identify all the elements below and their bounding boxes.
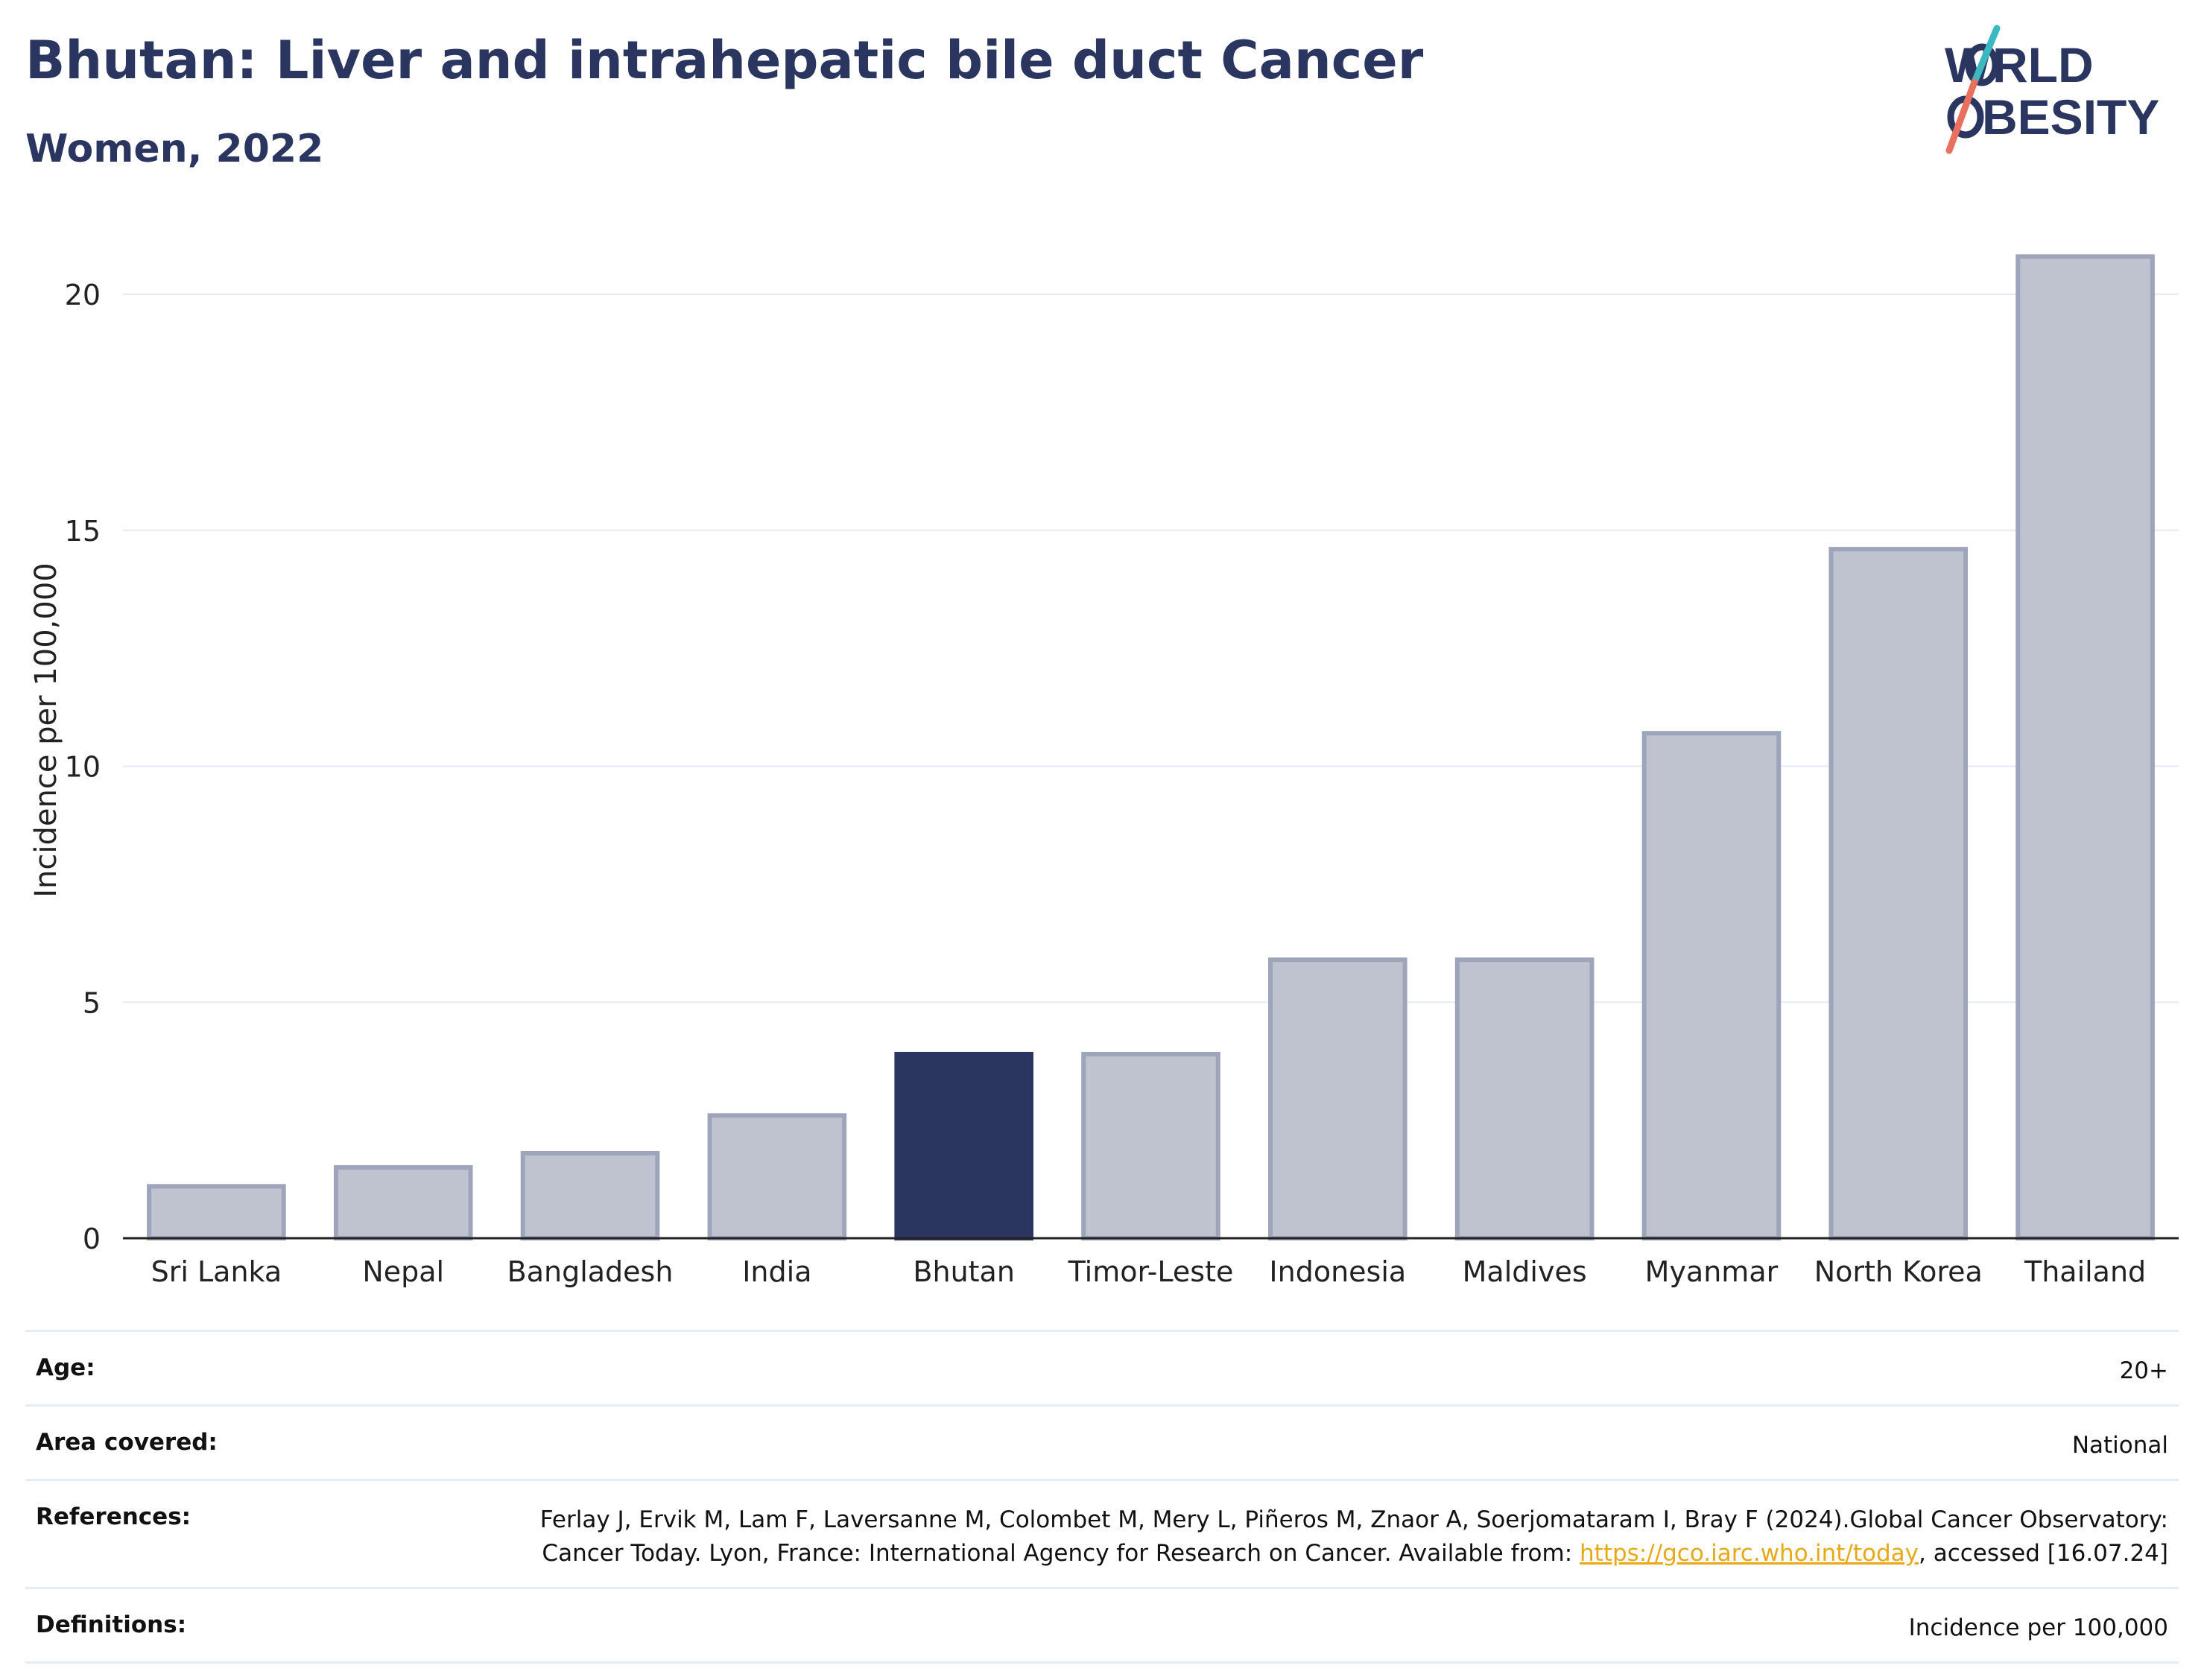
info-row-age: Age: 20+	[25, 1330, 2179, 1404]
bar-india	[707, 1113, 847, 1240]
area-label: Area covered:	[36, 1429, 218, 1456]
x-tick-label: Thailand	[2024, 1255, 2146, 1288]
x-tick-label: Indonesia	[1269, 1255, 1406, 1288]
y-tick-label: 15	[65, 515, 101, 548]
info-row-definitions: Definitions: Incidence per 100,000	[25, 1587, 2179, 1664]
chart-title: Bhutan: Liver and intrahepatic bile duct…	[25, 30, 1424, 91]
references-value: Ferlay J, Ervik M, Lam F, Laversanne M, …	[529, 1503, 2168, 1570]
bar-nepal	[333, 1164, 473, 1240]
y-axis: 0 5 10 15 20	[65, 279, 101, 1255]
chart-subtitle: Women, 2022	[25, 127, 324, 171]
bar-north-korea	[1828, 547, 1969, 1240]
x-tick-label: Sri Lanka	[151, 1255, 282, 1288]
world-obesity-logo: W RLD BESITY	[1945, 25, 2159, 154]
age-label: Age:	[36, 1354, 95, 1381]
x-tick-label: India	[742, 1255, 811, 1288]
x-tick-label: Nepal	[362, 1255, 444, 1288]
bar-timor-leste	[1081, 1051, 1220, 1241]
y-tick-label: 10	[65, 751, 101, 784]
bar-chart: 0 5 10 15 20 Sri Lanka Nepal Bangladesh India Bh…	[65, 254, 2179, 1288]
references-tail: , accessed [16.07.24]	[1918, 1540, 2168, 1567]
y-tick-label: 5	[83, 986, 101, 1019]
svg-text:BESITY: BESITY	[1982, 89, 2159, 145]
y-tick-label: 20	[65, 279, 101, 311]
definitions-value: Incidence per 100,000	[1908, 1614, 2168, 1641]
bar-myanmar	[1641, 731, 1782, 1240]
references-label: References:	[36, 1503, 191, 1530]
bar-sri-lanka	[147, 1184, 286, 1241]
x-tick-label: North Korea	[1814, 1255, 1983, 1288]
x-tick-label: Bhutan	[913, 1255, 1015, 1288]
y-tick-label: 0	[83, 1223, 101, 1255]
info-row-area: Area covered: National	[25, 1404, 2179, 1479]
x-tick-label: Myanmar	[1645, 1255, 1779, 1288]
bar-thailand	[2015, 254, 2155, 1240]
x-tick-label: Timor-Leste	[1068, 1255, 1234, 1288]
references-text: Ferlay J, Ervik M, Lam F, Laversanne M, …	[539, 1506, 2168, 1567]
bar-bangladesh	[520, 1150, 660, 1240]
bars	[147, 254, 2155, 1241]
area-value: National	[2071, 1432, 2168, 1459]
x-tick-label: Maldives	[1463, 1255, 1587, 1288]
info-table: Age: 20+ Area covered: National Referenc…	[25, 1330, 2179, 1664]
bar-bhutan	[894, 1051, 1033, 1241]
svg-text:RLD: RLD	[1992, 37, 2094, 92]
references-link[interactable]: https://gco.iarc.who.int/today	[1580, 1540, 1919, 1567]
bar-indonesia	[1268, 957, 1407, 1240]
definitions-label: Definitions:	[36, 1611, 187, 1638]
x-axis: Sri Lanka Nepal Bangladesh India Bhutan Timor…	[151, 1255, 2147, 1288]
y-axis-title: Incidence per 100,000	[29, 562, 63, 898]
bar-maldives	[1454, 957, 1595, 1240]
info-row-references: References: Ferlay J, Ervik M, Lam F, La…	[25, 1479, 2179, 1587]
age-value: 20+	[2119, 1357, 2168, 1384]
x-tick-label: Bangladesh	[507, 1255, 674, 1288]
